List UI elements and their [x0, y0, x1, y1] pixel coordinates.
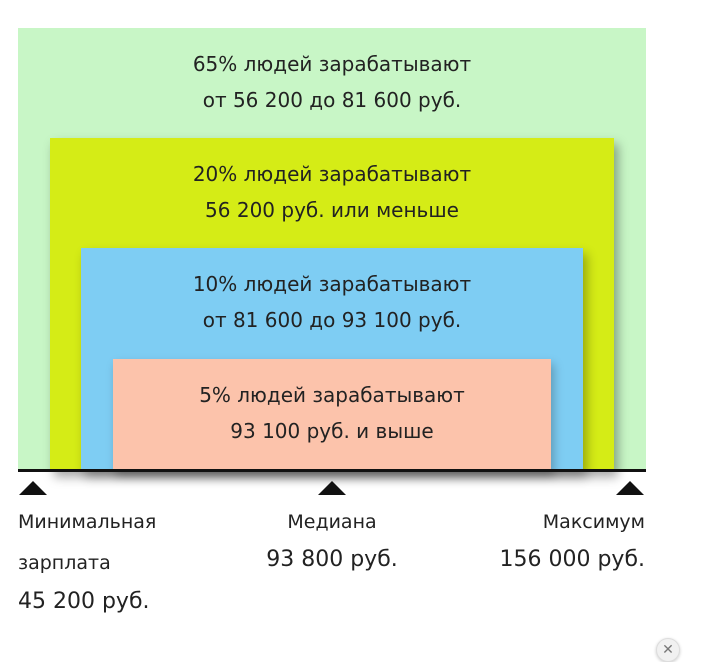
- band-20-line1: 20% людей зарабатывают: [192, 162, 472, 186]
- min-marker-icon: [19, 481, 47, 495]
- max-value: 156 000 руб.: [499, 547, 645, 572]
- band-10-text: 10% людей зарабатывают от 81 600 до 93 1…: [81, 266, 583, 338]
- median-label: Медиана: [287, 511, 377, 533]
- band-10-line2: от 81 600 до 93 100 руб.: [202, 308, 462, 332]
- salary-axis-line: [18, 469, 646, 472]
- band-20-line2: 56 200 руб. или меньше: [205, 198, 459, 222]
- band-65-line2: от 56 200 до 81 600 руб.: [202, 88, 462, 112]
- band-20-text: 20% людей зарабатывают 56 200 руб. или м…: [50, 156, 614, 228]
- band-5-text: 5% людей зарабатывают 93 100 руб. и выше: [113, 377, 551, 449]
- band-5-percent: 5% людей зарабатывают 93 100 руб. и выше: [113, 359, 551, 471]
- median-marker-icon: [318, 481, 346, 495]
- close-icon[interactable]: ✕: [656, 638, 680, 662]
- band-65-text: 65% людей зарабатывают от 56 200 до 81 6…: [18, 46, 646, 118]
- band-65-line1: 65% людей зарабатывают: [192, 52, 472, 76]
- min-label-line2: зарплата: [18, 552, 111, 574]
- band-10-line1: 10% людей зарабатывают: [192, 272, 472, 296]
- min-label-line1: Минимальная: [18, 511, 157, 533]
- median-value: 93 800 руб.: [266, 547, 398, 572]
- band-5-line2: 93 100 руб. и выше: [230, 419, 434, 443]
- max-marker-icon: [616, 481, 644, 495]
- band-5-line1: 5% людей зарабатывают: [199, 383, 465, 407]
- min-value: 45 200 руб.: [18, 589, 150, 614]
- max-label: Максимум: [542, 511, 645, 533]
